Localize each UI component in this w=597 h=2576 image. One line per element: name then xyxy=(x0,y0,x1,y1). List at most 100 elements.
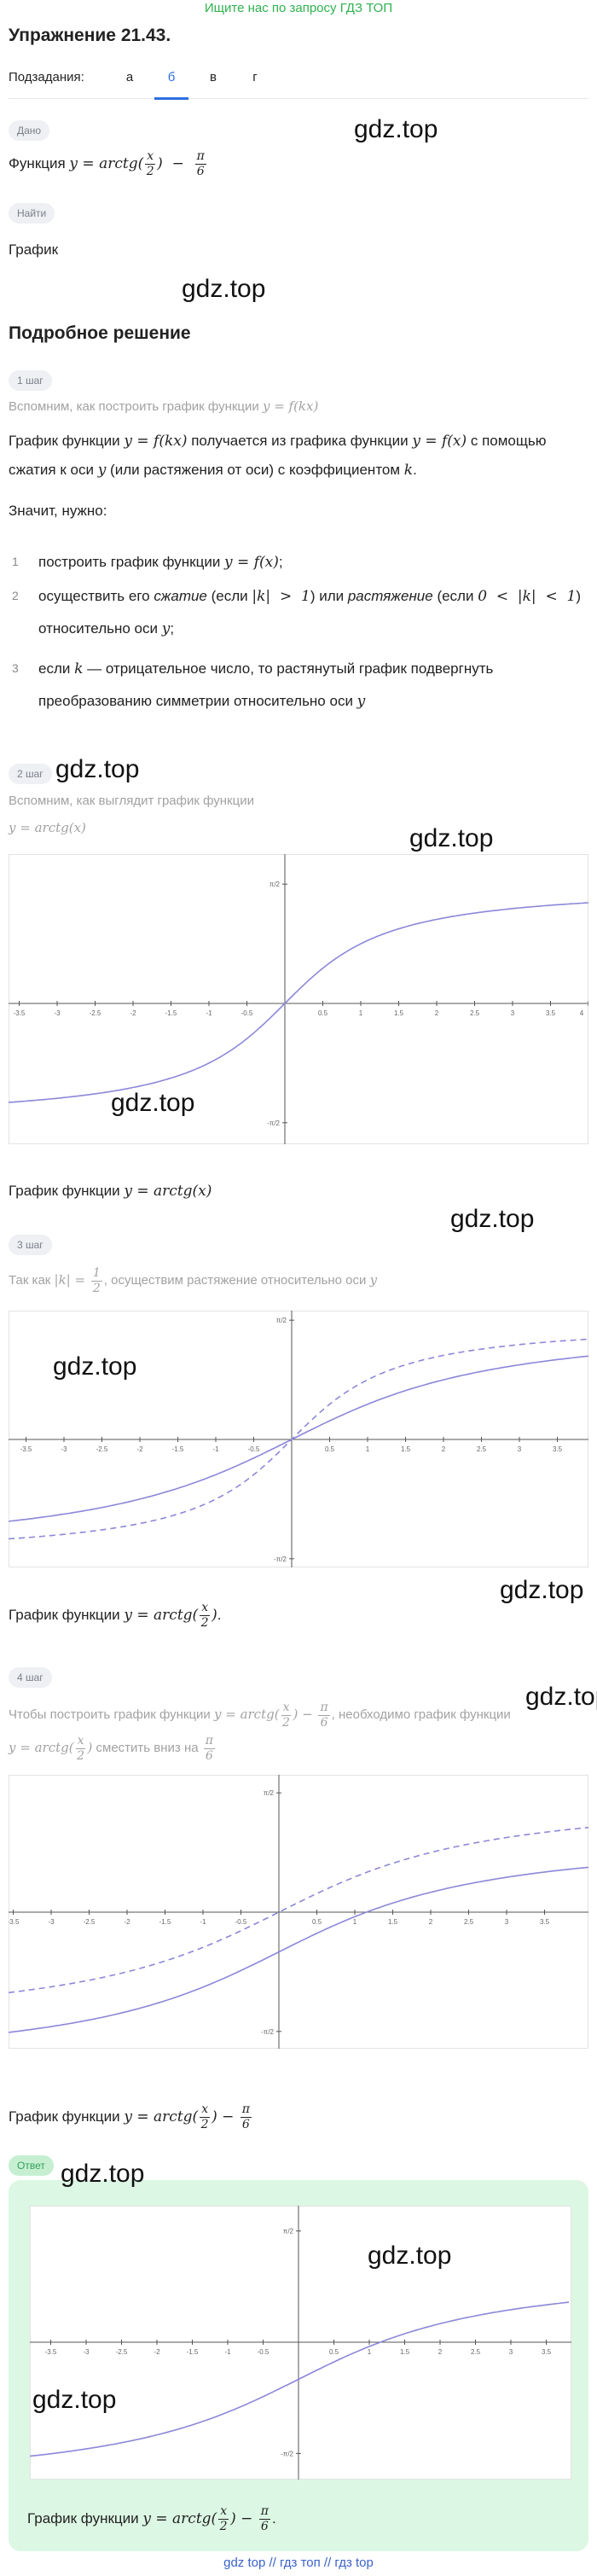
numerator: 1 xyxy=(90,1265,102,1282)
x-tick-label: -3.5 xyxy=(14,1009,26,1017)
math: |k| = xyxy=(54,1272,90,1288)
x-tick-label: 0.5 xyxy=(312,1918,322,1926)
paragraph: График функции y = f(kx) получается из г… xyxy=(9,427,588,485)
x-tick-label: 2 xyxy=(435,1009,439,1017)
math: ) − xyxy=(293,1707,317,1722)
x-tick-label: 1 xyxy=(359,1009,363,1017)
badge: 2 шаг xyxy=(9,764,52,784)
numerator: π xyxy=(194,149,206,166)
numerator: π xyxy=(258,2504,270,2521)
math: y = arctg( xyxy=(69,155,144,172)
hint: Вспомним, как выглядит график функции xyxy=(9,787,588,816)
text: (или растяжения от оси) с коэффициентом xyxy=(106,462,404,478)
text: осуществить его xyxy=(38,588,154,604)
badge: Найти xyxy=(9,203,55,224)
text: , необходимо график функции xyxy=(331,1707,511,1722)
denominator: 6 xyxy=(205,1748,213,1763)
text: построить график функции xyxy=(38,554,225,570)
x-tick-label: -2 xyxy=(124,1918,130,1926)
x-tick-label: -3 xyxy=(61,1445,67,1453)
footer[interactable]: gdz top // гдз топ // гдз top xyxy=(223,2556,374,2570)
list-number: 2 xyxy=(12,589,19,602)
math: ) xyxy=(212,1607,217,1624)
tab[interactable]: а xyxy=(125,70,134,84)
numerator: x xyxy=(200,1601,211,1617)
math: y xyxy=(161,620,171,637)
denominator: 6 xyxy=(196,165,205,179)
text: График функции xyxy=(9,1607,125,1623)
denominator: 2 xyxy=(200,2118,209,2132)
text: . xyxy=(413,462,417,478)
denominator: 2 xyxy=(77,1748,84,1763)
text-italic: сжатие xyxy=(154,588,207,604)
dashed-curve xyxy=(9,1338,588,1540)
x-tick-label: 3 xyxy=(509,2348,513,2356)
curve xyxy=(30,2301,570,2457)
text: Так как xyxy=(9,1273,55,1288)
denominator: 2 xyxy=(146,165,154,179)
banner[interactable]: Ищите нас по запросу ГДЗ ТОП xyxy=(204,1,393,15)
x-tick-label: 2 xyxy=(429,1918,433,1926)
watermark: gdz.top xyxy=(55,755,140,783)
graph: -3.5 -3 -2.5 -2 -1.5 -1 -0.5 0.5 1 1.5 2 2.5 3 3.5 π/2… xyxy=(30,2206,571,2480)
x-tick-label: 2 xyxy=(442,1445,446,1453)
x-tick-label: -3 xyxy=(83,2348,90,2356)
math: y = arctg(x) xyxy=(9,820,86,835)
x-tick-label: -3.5 xyxy=(20,1445,32,1453)
numerator: x xyxy=(281,1700,292,1716)
x-tick-label: 1 xyxy=(368,2348,372,2356)
math: y = f(x) xyxy=(224,554,279,571)
numerator: π xyxy=(240,2102,252,2119)
tab[interactable]: б xyxy=(167,70,176,84)
y-tick-label: π/2 xyxy=(276,1317,287,1324)
graph: -3.5 -3 -2.5 -2 -1.5 -1 -0.5 0.5 1 1.5 2 2.5 3 3.5 4 π/… xyxy=(9,854,588,1144)
dashed-curve xyxy=(9,1827,588,1994)
x-tick-label: 2 xyxy=(438,2348,443,2356)
x-tick-label: -3 xyxy=(48,1918,55,1926)
denominator: 6 xyxy=(260,2520,269,2534)
x-tick-label: 0.5 xyxy=(325,1445,335,1453)
tab[interactable]: в xyxy=(210,70,217,84)
x-tick-label: 3.5 xyxy=(546,1009,556,1017)
subtasks-label: Подзадания: xyxy=(9,70,84,84)
text-italic: растяжение xyxy=(347,588,433,604)
hint: Вспомним, как построить график функции y… xyxy=(9,392,588,422)
x-tick-label: 1.5 xyxy=(394,1009,404,1017)
denominator: 2 xyxy=(219,2520,228,2534)
watermark: gdz.top xyxy=(409,824,494,852)
badge: Ответ xyxy=(9,2155,54,2176)
math: y = arctg( xyxy=(124,1607,199,1624)
y-tick-label: π/2 xyxy=(283,2228,294,2236)
list-item: если k — отрицательное число, то растяну… xyxy=(38,653,584,718)
x-tick-label: 3 xyxy=(511,1009,515,1017)
x-tick-label: -2.5 xyxy=(84,1918,96,1926)
text: ; xyxy=(170,620,175,637)
x-tick-label: 2.5 xyxy=(471,2348,481,2356)
x-tick-label: -2.5 xyxy=(90,1009,101,1017)
curve xyxy=(9,1355,588,1522)
math: y = arctg(x) xyxy=(124,1183,212,1200)
math: y xyxy=(356,693,366,710)
text: . xyxy=(217,1607,222,1623)
x-tick-label: -1.5 xyxy=(159,1918,171,1926)
paragraph: Значит, нужно: xyxy=(9,503,107,519)
x-tick-label: 3 xyxy=(518,1445,522,1453)
watermark: gdz.top xyxy=(111,1089,195,1117)
x-tick-label: 1.5 xyxy=(401,1445,411,1453)
tab[interactable]: г xyxy=(252,70,258,84)
x-tick-label: -3.5 xyxy=(9,1918,20,1926)
x-tick-label: 0.5 xyxy=(318,1009,328,1017)
text: — отрицательное число, то растянутый гра… xyxy=(38,660,494,709)
x-tick-label: -1.5 xyxy=(172,1445,184,1453)
math: k xyxy=(74,660,84,677)
denominator: 6 xyxy=(320,1715,328,1730)
x-tick-label: 4 xyxy=(580,1009,584,1017)
